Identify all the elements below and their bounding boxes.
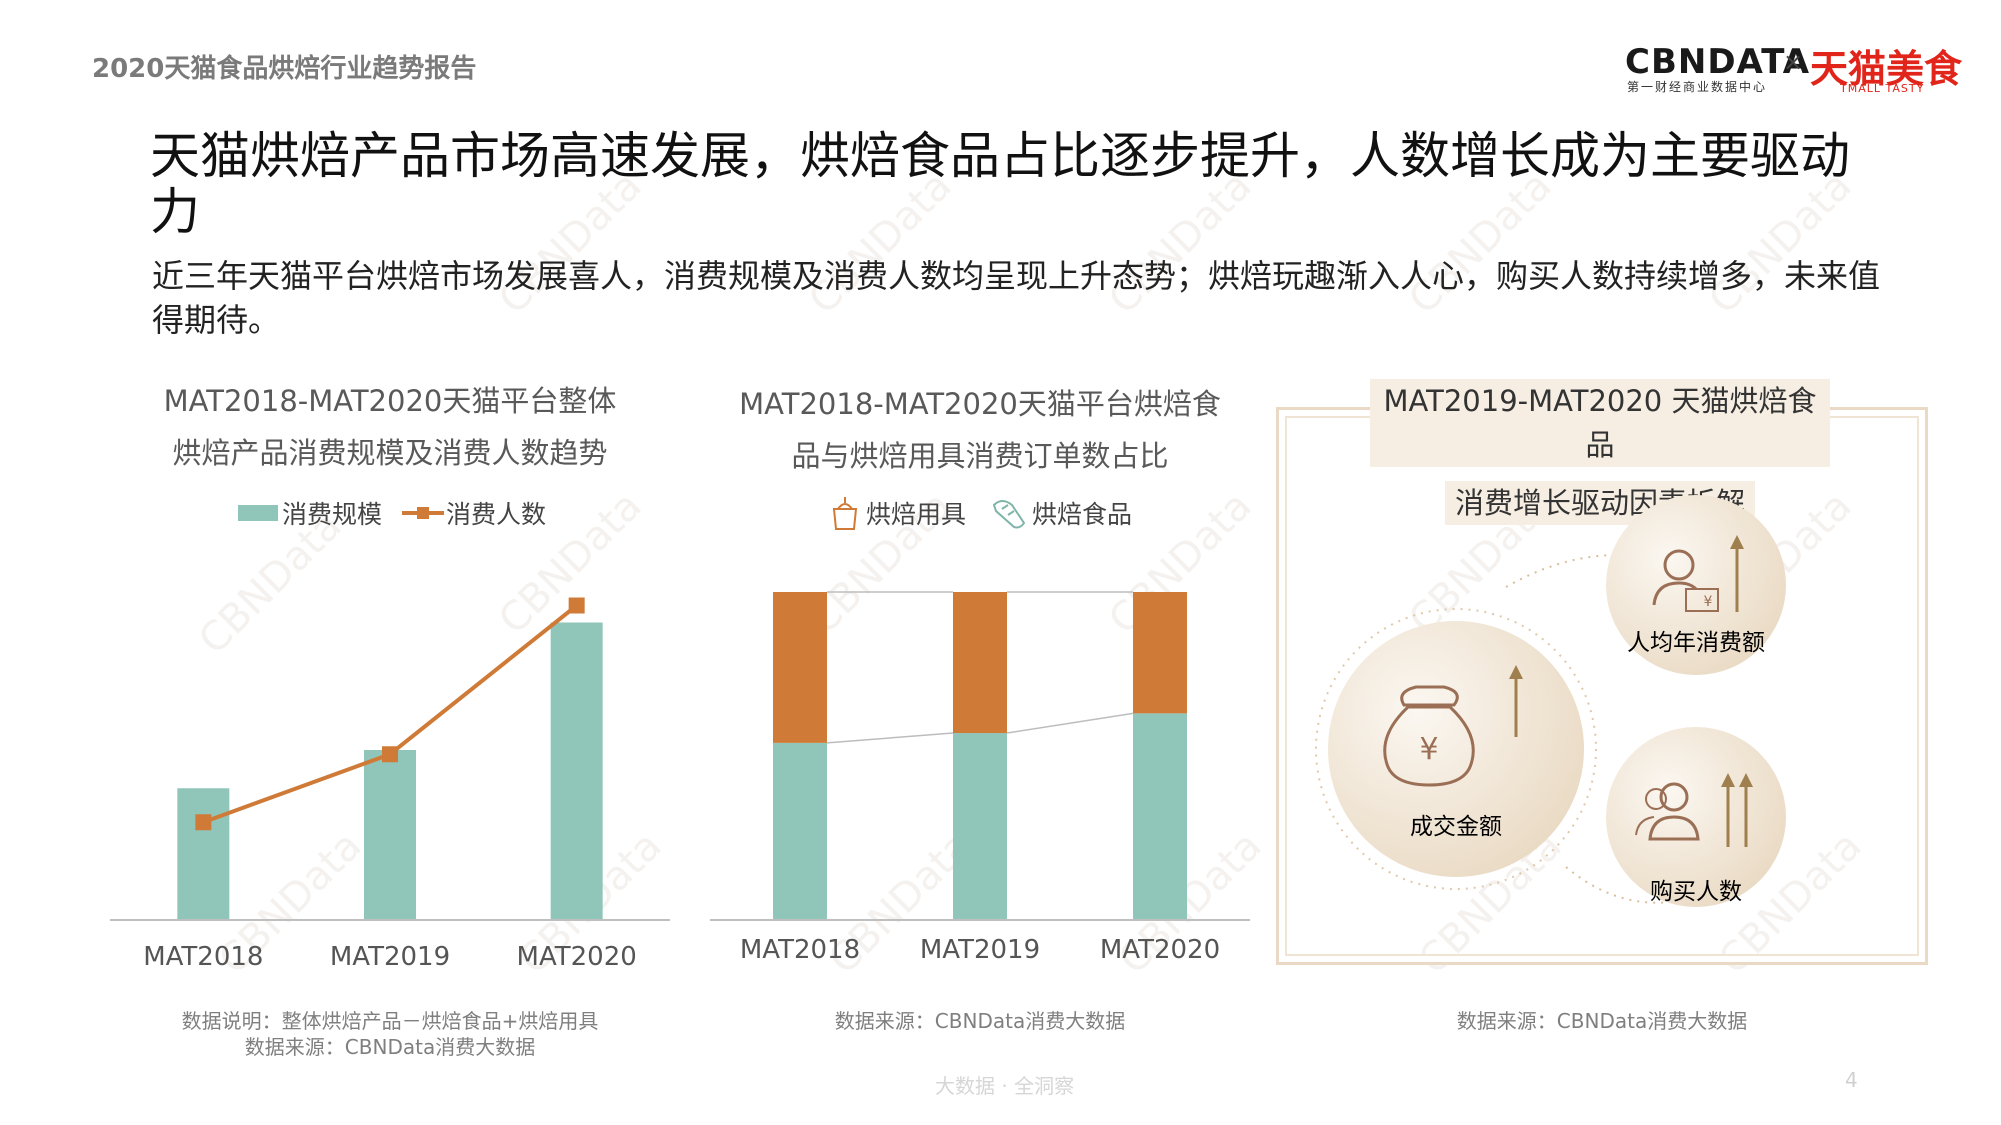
stacked-bar-segment [953, 733, 1007, 920]
legend-label: 烘焙食品 [1032, 500, 1133, 529]
dotted-ring [1315, 608, 1597, 890]
page-headline: 天猫烘焙产品市场高速发展，烘焙食品占比逐步提升，人数增长成为主要驱动力 [150, 127, 1850, 241]
legend-swatch-line [402, 507, 445, 519]
line-point [568, 597, 585, 614]
legend-label: 烘焙用具 [866, 500, 967, 529]
logo-separator: × [1783, 48, 1804, 76]
buyers-label: 购买人数 [1650, 879, 1742, 905]
cbndata-logo-subtitle: 第一财经商业数据中心 [1627, 80, 1768, 94]
x-tick-label: MAT2018 [740, 935, 860, 965]
svg-text:¥: ¥ [1704, 594, 1713, 610]
chart2-title: MAT2018-MAT2020天猫平台烘焙食 品与烘焙用具消费订单数占比 [700, 378, 1260, 482]
footer-slogan: 大数据 · 全洞察 [935, 1074, 1075, 1098]
chart1-note-line2: 数据来源：CBNData消费大数据 [244, 1035, 536, 1059]
page-number: 4 [1845, 1068, 1858, 1092]
people-icon [1635, 782, 1700, 841]
stacked-bar-segment [953, 592, 1007, 734]
bar [364, 750, 416, 920]
chart1-title-line2: 烘焙产品消费规模及消费人数趋势 [172, 436, 608, 470]
chart1-legend: 消费规模 消费人数 [238, 495, 546, 531]
x-tick-label: MAT2018 [143, 942, 263, 972]
driver-title-line1: MAT2019-MAT2020 天猫烘焙食品 [1370, 379, 1830, 467]
baking-tools-icon [832, 497, 858, 530]
tmall-tasty-logo: 天猫美食 [1810, 47, 1963, 91]
x-tick-label: MAT2020 [1100, 935, 1220, 965]
increase-arrow-icon [1730, 535, 1744, 612]
stacked-bar-segment [1133, 592, 1187, 714]
legend-label: 消费人数 [446, 500, 547, 529]
chart1-note: 数据说明：整体烘焙产品－烘焙食品+烘焙用具 数据来源：CBNData消费大数据 [100, 1008, 680, 1060]
series-connector [826, 732, 954, 744]
chart2-note: 数据来源：CBNData消费大数据 [834, 1009, 1126, 1033]
per-capita-label: 人均年消费额 [1627, 630, 1765, 656]
bar [550, 622, 603, 920]
chart1-note-line1: 数据说明：整体烘焙产品－烘焙食品+烘焙用具 [181, 1009, 599, 1033]
chart1-title: MAT2018-MAT2020天猫平台整体 烘焙产品消费规模及消费人数趋势 [100, 375, 680, 479]
cbndata-logo: CBNDATA [1625, 42, 1811, 82]
chart2-title-line2: 品与烘焙用具消费订单数占比 [791, 439, 1169, 473]
line-point [382, 746, 398, 763]
stacked-bar-segment [1133, 713, 1187, 920]
line-point [195, 814, 212, 831]
x-tick-label: MAT2020 [517, 942, 637, 972]
increase-arrow-icon [1509, 665, 1523, 737]
x-tick-label: MAT2019 [330, 942, 450, 972]
dotted-connector [1565, 866, 1697, 904]
stacked-bar-segment [773, 742, 827, 920]
tmall-tasty-logo-subtitle: TMALL TASTY [1840, 82, 1925, 95]
turnover-label: 成交金额 [1410, 814, 1502, 840]
chart2-legend: 烘焙用具 烘焙食品 [828, 495, 1132, 531]
x-tick-label: MAT2019 [920, 935, 1040, 965]
driver-panel-note: 数据来源：CBNData消费大数据 [1456, 1009, 1748, 1033]
svg-text:¥: ¥ [1419, 732, 1438, 767]
driver-diagram: ¥ 成交金额 ¥ 人均年消费额 购买人数 [1315, 495, 1786, 907]
chart1-title-line1: MAT2018-MAT2020天猫平台整体 [163, 384, 617, 418]
person-bill-icon: ¥ [1652, 549, 1719, 612]
series-connector [1006, 712, 1134, 734]
buyers-circle [1606, 727, 1786, 907]
report-title: 2020天猫食品烘焙行业趋势报告 [92, 54, 477, 84]
legend-swatch-bar [238, 505, 278, 521]
double-increase-arrow-icon [1721, 773, 1753, 847]
chart2-stacked-bar: MAT2018 MAT2019 MAT2020 [710, 591, 1250, 965]
turnover-circle [1328, 621, 1584, 877]
legend-label: 消费规模 [282, 500, 383, 529]
stacked-bar-segment [773, 592, 827, 743]
chart2-title-line1: MAT2018-MAT2020天猫平台烘焙食 [739, 387, 1221, 421]
per-capita-circle [1606, 495, 1786, 675]
baked-food-icon [992, 500, 1026, 529]
money-bag-icon: ¥ [1383, 685, 1475, 787]
bar [177, 788, 230, 920]
chart1-bar-line: MAT2018 MAT2019 MAT2020 [110, 597, 670, 972]
page-subheadline: 近三年天猫平台烘焙市场发展喜人，消费规模及消费人数均呈现上升态势；烘焙玩趣渐入人… [152, 257, 1881, 339]
